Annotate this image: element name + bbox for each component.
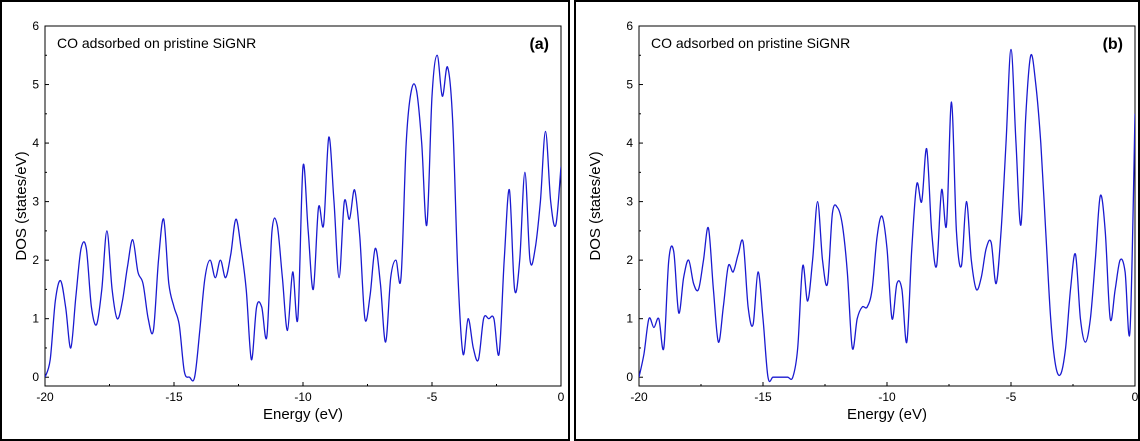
x-tick-label: -15 [754, 390, 772, 404]
x-axis-title: Energy (eV) [263, 406, 343, 423]
x-tick-label: -10 [878, 390, 896, 404]
chart-annotation: CO adsorbed on pristine SiGNR [651, 35, 850, 51]
y-tick-label: 0 [32, 370, 39, 384]
y-axis-title: DOS (states/eV) [13, 151, 30, 260]
x-tick-label: 0 [558, 390, 565, 404]
chart-panel-b: -20 -15 -10 -5 0 0 1 2 3 4 5 6 Energy (eV) DOS (state… [574, 0, 1140, 441]
panel-label: (a) [529, 36, 549, 53]
x-tick-label: 0 [1132, 390, 1138, 404]
dos-series-line [45, 54, 561, 382]
y-tick-label: 2 [32, 253, 39, 267]
y-tick-label: 6 [32, 19, 39, 33]
x-tick-label: -5 [1006, 390, 1017, 404]
chart-annotation: CO adsorbed on pristine SiGNR [57, 35, 256, 51]
y-tick-label: 3 [626, 195, 633, 209]
y-tick-label: 5 [626, 78, 633, 92]
y-axis-title: DOS (states/eV) [587, 151, 604, 260]
y-tick-label: 1 [626, 312, 633, 326]
y-tick-label: 1 [32, 312, 39, 326]
x-tick-label: -20 [36, 390, 54, 404]
y-tick-label: 3 [32, 195, 39, 209]
x-tick-label: -10 [294, 390, 312, 404]
x-tick-label: -15 [165, 390, 183, 404]
y-tick-label: 2 [626, 253, 633, 267]
x-tick-label: -5 [427, 390, 438, 404]
dos-plot-b: -20 -15 -10 -5 0 0 1 2 3 4 5 6 Energy (eV) DOS (state… [587, 19, 1138, 423]
y-tick-label: 5 [32, 78, 39, 92]
x-axis-title: Energy (eV) [847, 406, 927, 423]
y-tick-label: 0 [626, 370, 633, 384]
plot-area-frame [638, 25, 1136, 387]
y-tick-label: 4 [32, 136, 39, 150]
chart-panel-a: -20 -15 -10 -5 0 0 1 2 3 4 5 6 Energy (eV) DOS (state… [0, 0, 570, 441]
plot-area-frame [44, 25, 562, 387]
x-tick-label: -20 [630, 390, 648, 404]
panel-label: (b) [1103, 36, 1123, 53]
dos-series-line [639, 48, 1135, 383]
y-tick-label: 6 [626, 19, 633, 33]
dos-plot-a: -20 -15 -10 -5 0 0 1 2 3 4 5 6 Energy (eV) DOS (state… [13, 19, 565, 423]
y-tick-label: 4 [626, 136, 633, 150]
